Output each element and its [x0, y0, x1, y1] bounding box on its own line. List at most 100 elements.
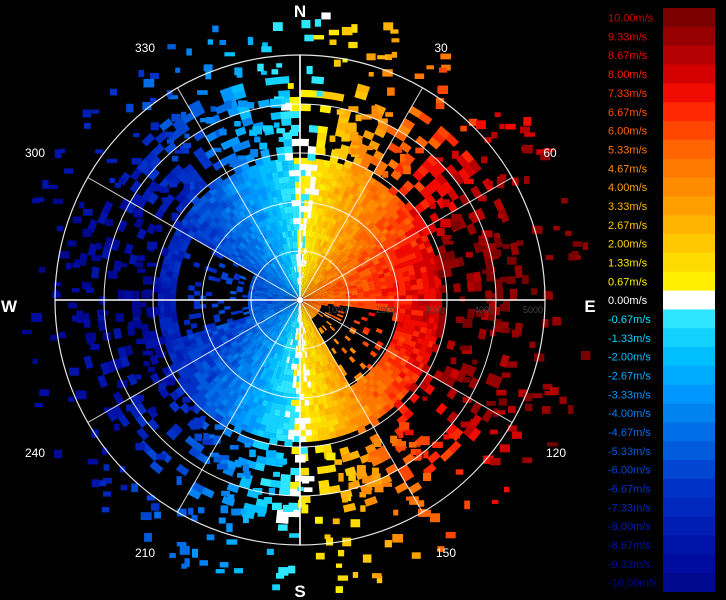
echo-cell [165, 428, 179, 441]
echo-cell [284, 230, 289, 238]
echo-cell [105, 219, 113, 226]
echo-cell [292, 285, 296, 292]
echo-cell [273, 214, 279, 222]
echo-cell [408, 392, 420, 404]
echo-cell [436, 269, 446, 279]
echo-cell [236, 348, 244, 356]
echo-cell [303, 217, 308, 225]
echo-cell [276, 266, 282, 273]
echo-cell [230, 290, 237, 295]
echo-cell [224, 52, 235, 57]
echo-cell [314, 306, 321, 310]
echo-cell [541, 406, 551, 414]
echo-cell [396, 363, 405, 372]
echo-cell [307, 306, 312, 312]
echo-cell [406, 264, 415, 272]
echo-cell [309, 274, 314, 281]
echo-cell [342, 401, 350, 410]
echo-cell [285, 399, 292, 406]
echo-cell [140, 323, 150, 334]
echo-cell [426, 270, 435, 278]
echo-cell [225, 353, 233, 361]
echo-cell [184, 133, 190, 139]
echo-cell [287, 289, 293, 294]
echo-cell [314, 279, 320, 285]
echo-cell [276, 282, 283, 288]
echo-cell [52, 292, 61, 298]
echo-cell [435, 402, 448, 416]
echo-cell [393, 291, 401, 297]
echo-cell [481, 408, 495, 423]
legend-swatch [663, 478, 715, 499]
echo-cell [223, 385, 232, 394]
echo-cell [192, 331, 201, 339]
echo-cell [326, 275, 333, 281]
echo-cell [292, 272, 296, 279]
echo-cell [116, 219, 128, 233]
echo-cell [353, 225, 361, 233]
echo-cell [281, 323, 286, 330]
echo-cell [326, 274, 332, 280]
echo-cell [242, 384, 250, 392]
echo-cell [270, 190, 278, 198]
echo-cell [342, 177, 351, 186]
echo-cell [164, 276, 173, 284]
echo-cell [294, 423, 300, 431]
echo-cell [250, 149, 259, 158]
echo-cell [408, 269, 416, 276]
echo-cell [237, 280, 245, 285]
echo-cell [242, 222, 250, 231]
echo-cell [205, 131, 218, 143]
legend-swatch [663, 309, 715, 329]
echo-cell [175, 255, 184, 263]
echo-cell [418, 380, 430, 392]
echo-cell [131, 290, 140, 300]
echo-cell [301, 271, 304, 279]
echo-cell [284, 182, 291, 189]
echo-cell [464, 500, 470, 510]
echo-cell [234, 237, 243, 245]
echo-cell [289, 300, 297, 302]
echo-cell [329, 268, 336, 275]
echo-cell [262, 218, 269, 226]
echo-cell [286, 368, 291, 376]
echo-cell [340, 237, 347, 245]
echo-cell [351, 289, 358, 294]
echo-cell [300, 217, 304, 225]
echo-cell [286, 274, 291, 281]
echo-cell [230, 329, 238, 336]
echo-cell [237, 253, 245, 260]
echo-cell [398, 124, 412, 136]
echo-cell [307, 332, 311, 340]
echo-cell [386, 235, 395, 244]
echo-cell [273, 289, 280, 293]
echo-cell [296, 284, 299, 291]
echo-cell [509, 288, 518, 301]
echo-cell [288, 423, 295, 431]
echo-cell [256, 235, 263, 243]
echo-cell [283, 386, 289, 394]
echo-cell [242, 463, 250, 472]
echo-cell [360, 249, 368, 257]
echo-cell [234, 258, 242, 265]
echo-cell [171, 321, 179, 329]
echo-cell [246, 227, 254, 235]
echo-cell [297, 290, 300, 297]
echo-cell [147, 418, 160, 432]
echo-cell [319, 220, 325, 228]
echo-cell [335, 316, 342, 322]
echo-cell [326, 289, 334, 293]
radar-polar-display[interactable]: 1000 2000 3000 4000 5000 NESW306012015021024… [0, 0, 600, 600]
echo-cell [342, 256, 350, 263]
echo-cell [304, 405, 310, 413]
echo-cell [260, 70, 267, 75]
echo-cell [383, 195, 393, 205]
echo-cell [334, 148, 344, 155]
echo-cell [221, 322, 229, 329]
echo-cell [299, 381, 304, 389]
echo-cell [224, 206, 232, 215]
echo-cell [439, 284, 448, 294]
echo-cell [175, 67, 181, 73]
echo-cell [351, 248, 359, 256]
echo-cell [349, 450, 361, 461]
